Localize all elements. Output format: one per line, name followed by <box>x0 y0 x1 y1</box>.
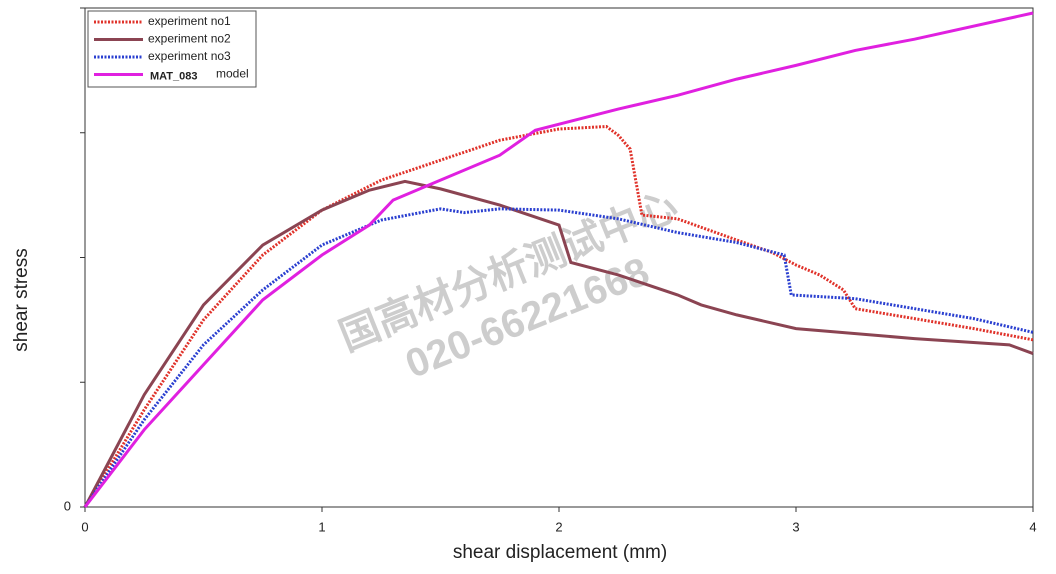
series-line <box>83 207 1034 508</box>
x-tick-label: 2 <box>555 519 562 534</box>
x-tick-label: 1 <box>318 519 325 534</box>
series-line <box>83 124 1034 508</box>
series-line <box>83 179 1034 508</box>
legend-label: experiment no3 <box>148 49 231 63</box>
legend-label: experiment no2 <box>148 32 231 46</box>
y-axis-label: shear stress <box>11 248 32 351</box>
legend-label: model <box>216 67 249 81</box>
series-line <box>83 11 1034 508</box>
x-axis-label: shear displacement (mm) <box>453 542 667 563</box>
x-tick-label: 4 <box>1029 519 1036 534</box>
legend-label: experiment no1 <box>148 14 231 28</box>
legend-annotation: MAT_083 <box>150 70 197 82</box>
y-tick-label: 0 <box>64 498 71 513</box>
x-tick-label: 3 <box>792 519 799 534</box>
x-tick-label: 0 <box>81 519 88 534</box>
